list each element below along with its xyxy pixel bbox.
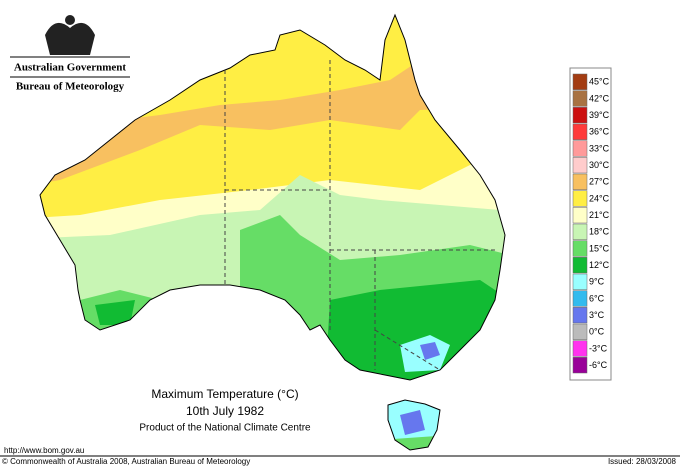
legend-swatch bbox=[572, 157, 588, 174]
legend-swatch bbox=[572, 240, 588, 257]
issued: Issued: 28/03/2008 bbox=[608, 457, 677, 466]
legend-label: 18°C bbox=[589, 227, 610, 237]
legend-label: 12°C bbox=[589, 260, 610, 270]
map-date: 10th July 1982 bbox=[186, 404, 264, 418]
legend-label: 27°C bbox=[589, 177, 610, 187]
legend-swatch bbox=[572, 123, 588, 140]
legend-swatch bbox=[572, 223, 588, 240]
legend-label: 33°C bbox=[589, 143, 610, 153]
legend-label: 39°C bbox=[589, 110, 610, 120]
legend-swatch bbox=[572, 73, 588, 90]
url[interactable]: http://www.bom.gov.au bbox=[4, 446, 84, 455]
copyright: © Commonwealth of Australia 2008, Austra… bbox=[2, 457, 250, 466]
legend-label: 3°C bbox=[589, 310, 605, 320]
legend-label: 6°C bbox=[589, 293, 605, 303]
legend-swatch bbox=[572, 140, 588, 157]
government: Australian Government bbox=[14, 62, 126, 74]
legend-label: 21°C bbox=[589, 210, 610, 220]
legend-swatch bbox=[572, 190, 588, 207]
legend-swatch bbox=[572, 173, 588, 190]
legend-swatch bbox=[572, 340, 588, 357]
legend-label: 36°C bbox=[589, 127, 610, 137]
map-title: Maximum Temperature (°C) bbox=[151, 387, 298, 401]
legend-label: 15°C bbox=[589, 243, 610, 253]
legend-swatch bbox=[572, 257, 588, 274]
map-product: Product of the National Climate Centre bbox=[139, 423, 311, 434]
state-borders bbox=[224, 60, 495, 371]
legend-swatch bbox=[572, 307, 588, 324]
legend-swatch bbox=[572, 107, 588, 124]
logo bbox=[45, 15, 95, 55]
legend-swatch bbox=[572, 290, 588, 307]
legend-label: 9°C bbox=[589, 277, 605, 287]
legend-label: 30°C bbox=[589, 160, 610, 170]
legend-label: -3°C bbox=[589, 343, 608, 353]
legend-label: 42°C bbox=[589, 93, 610, 103]
legend-swatch bbox=[572, 323, 588, 340]
legend-swatch bbox=[572, 273, 588, 290]
bureau: Bureau of Meteorology bbox=[16, 81, 125, 93]
legend-swatch bbox=[572, 357, 588, 374]
legend: 45°C 42°C 39°C 36°C 33°C 30°C 27°C 24°C 21°C 18°C… bbox=[572, 73, 610, 374]
legend-label: 45°C bbox=[589, 77, 610, 87]
legend-label: 0°C bbox=[589, 327, 605, 337]
legend-swatch bbox=[572, 207, 588, 224]
legend-swatch bbox=[572, 90, 588, 107]
legend-label: -6°C bbox=[589, 360, 608, 370]
legend-label: 24°C bbox=[589, 193, 610, 203]
